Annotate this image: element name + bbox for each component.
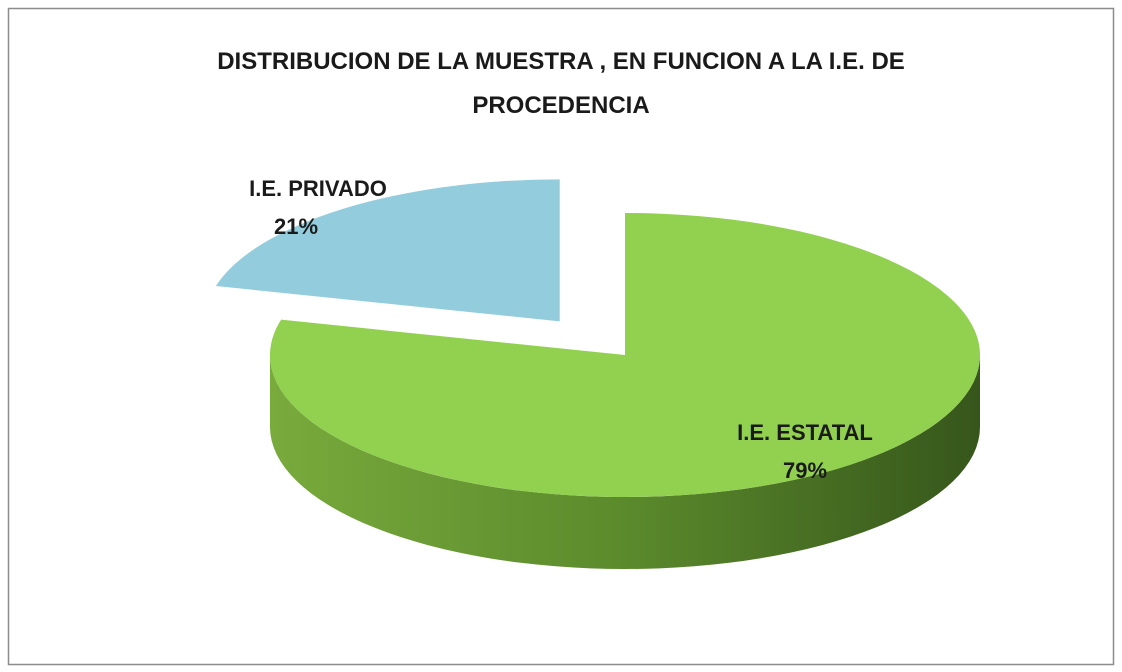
slice-side [270, 355, 980, 569]
slice-value-label: 79% [783, 458, 827, 483]
slice-label: I.E. ESTATAL [737, 420, 873, 445]
slice [269, 213, 980, 497]
slice-label: I.E. PRIVADO [249, 176, 387, 201]
slice-value-label: 21% [274, 214, 318, 239]
slice [215, 179, 560, 322]
chart-title: DISTRIBUCION DE LA MUESTRA , EN FUNCION … [217, 48, 905, 119]
